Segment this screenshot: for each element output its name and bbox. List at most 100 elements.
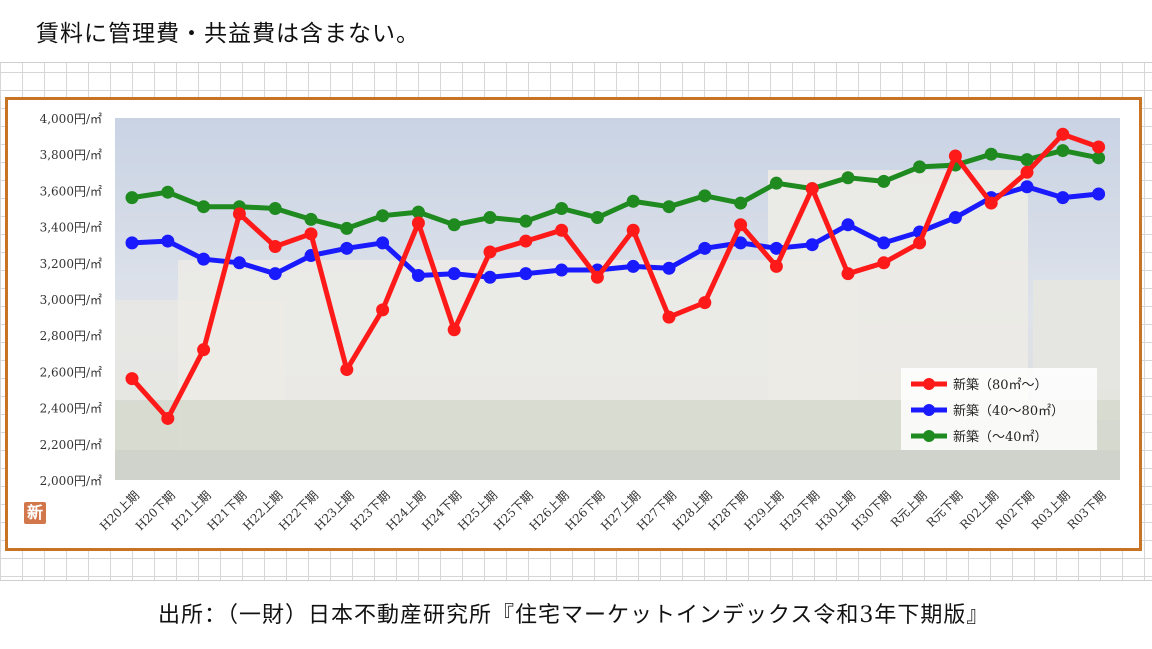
data-point xyxy=(626,194,640,208)
y-tick-label: 4,000円/㎡ xyxy=(40,112,102,126)
data-point xyxy=(769,241,783,255)
data-point xyxy=(519,234,533,248)
chart-frame: 2,000円/㎡ 2,200円/㎡ 2,400円/㎡ 2,600円/㎡ 2,800円/㎡… xyxy=(5,97,1142,551)
data-point xyxy=(734,236,748,250)
data-point xyxy=(913,160,927,174)
data-point xyxy=(161,411,175,425)
data-point xyxy=(447,323,461,337)
y-tick-label: 2,000円/㎡ xyxy=(40,474,102,488)
data-point xyxy=(913,236,927,250)
data-point xyxy=(734,218,748,232)
footer-band xyxy=(0,580,1152,649)
data-point xyxy=(483,245,497,259)
x-tick-label: R02上期 xyxy=(957,488,1001,532)
data-point xyxy=(304,227,318,241)
rent-line-chart: 2,000円/㎡ 2,200円/㎡ 2,400円/㎡ 2,600円/㎡ 2,800円/㎡… xyxy=(40,112,1120,533)
data-point xyxy=(268,267,282,281)
data-point xyxy=(590,270,604,284)
data-point xyxy=(984,147,998,161)
y-tick-label: 2,200円/㎡ xyxy=(40,438,102,452)
legend-swatch-marker xyxy=(923,404,935,416)
data-point xyxy=(1020,153,1034,167)
y-tick-label: 2,400円/㎡ xyxy=(40,402,102,416)
data-point xyxy=(1020,165,1034,179)
data-point xyxy=(447,218,461,232)
data-point xyxy=(590,211,604,225)
data-point xyxy=(555,202,569,215)
data-point xyxy=(877,236,891,250)
data-point xyxy=(197,343,211,357)
logo-mark: 新 xyxy=(24,502,46,524)
data-point xyxy=(519,214,533,228)
data-point xyxy=(948,211,962,225)
data-point xyxy=(411,205,425,219)
data-point xyxy=(841,218,855,232)
data-point xyxy=(376,236,390,250)
data-point xyxy=(268,240,282,254)
data-point xyxy=(483,270,497,284)
data-point xyxy=(125,372,139,386)
y-tick-label: 3,000円/㎡ xyxy=(40,293,102,307)
data-point xyxy=(197,200,211,214)
data-point xyxy=(698,189,712,203)
data-point xyxy=(555,223,569,237)
data-point xyxy=(877,174,891,188)
data-point xyxy=(519,267,533,281)
x-tick-label: H30下期 xyxy=(849,488,894,533)
data-point xyxy=(662,261,676,275)
data-point xyxy=(340,363,354,377)
legend-swatch-marker xyxy=(923,378,935,390)
data-point xyxy=(769,259,783,273)
x-tick-label: R03下期 xyxy=(1065,488,1109,532)
data-point xyxy=(411,216,425,230)
data-point xyxy=(841,267,855,281)
data-point xyxy=(1056,127,1070,141)
data-point xyxy=(805,182,819,196)
y-tick-label: 3,400円/㎡ xyxy=(40,221,102,235)
data-point xyxy=(340,221,354,235)
data-point xyxy=(698,296,712,310)
data-point xyxy=(1092,151,1106,165)
data-point xyxy=(662,200,676,214)
series-line xyxy=(131,148,1100,231)
data-point xyxy=(1056,191,1070,205)
data-point xyxy=(304,212,318,226)
data-point xyxy=(769,176,783,190)
legend-swatch-marker xyxy=(923,430,935,442)
y-tick-label: 3,800円/㎡ xyxy=(40,148,102,162)
x-tick-label: R元上期 xyxy=(888,488,930,530)
y-tick-label: 3,200円/㎡ xyxy=(40,257,102,271)
header-band: 賃料に管理費・共益費は含まない。 xyxy=(0,0,1152,63)
data-point xyxy=(555,263,569,277)
data-point xyxy=(1092,140,1106,154)
data-point xyxy=(483,211,497,225)
data-point xyxy=(125,191,139,205)
data-point xyxy=(984,196,998,210)
data-point xyxy=(268,202,282,215)
data-point xyxy=(948,149,962,163)
data-point xyxy=(734,196,748,210)
legend-label: 新築（～40㎡） xyxy=(953,429,1048,445)
rent-note: 賃料に管理費・共益費は含まない。 xyxy=(36,21,420,47)
data-point xyxy=(877,256,891,270)
data-point xyxy=(626,223,640,237)
data-point xyxy=(161,234,175,248)
x-tick-label: R03上期 xyxy=(1029,488,1073,532)
source-citation: 出所：（一財）日本不動産研究所『住宅マーケットインデックス令和3年下期版』 xyxy=(158,603,990,628)
data-point xyxy=(340,241,354,255)
legend-label: 新築（40～80㎡） xyxy=(953,403,1064,419)
data-point xyxy=(1056,144,1070,158)
data-point xyxy=(197,252,211,266)
y-tick-label: 2,800円/㎡ xyxy=(40,329,102,343)
y-tick-label: 2,600円/㎡ xyxy=(40,365,102,379)
data-point xyxy=(805,238,819,252)
x-tick-label: R02下期 xyxy=(993,488,1037,532)
data-point xyxy=(841,171,855,185)
data-point xyxy=(232,207,246,221)
data-point xyxy=(1020,180,1034,194)
series-line xyxy=(130,131,1100,421)
data-point xyxy=(376,303,390,317)
data-point xyxy=(376,209,390,223)
data-point xyxy=(662,310,676,324)
data-point xyxy=(125,236,139,250)
